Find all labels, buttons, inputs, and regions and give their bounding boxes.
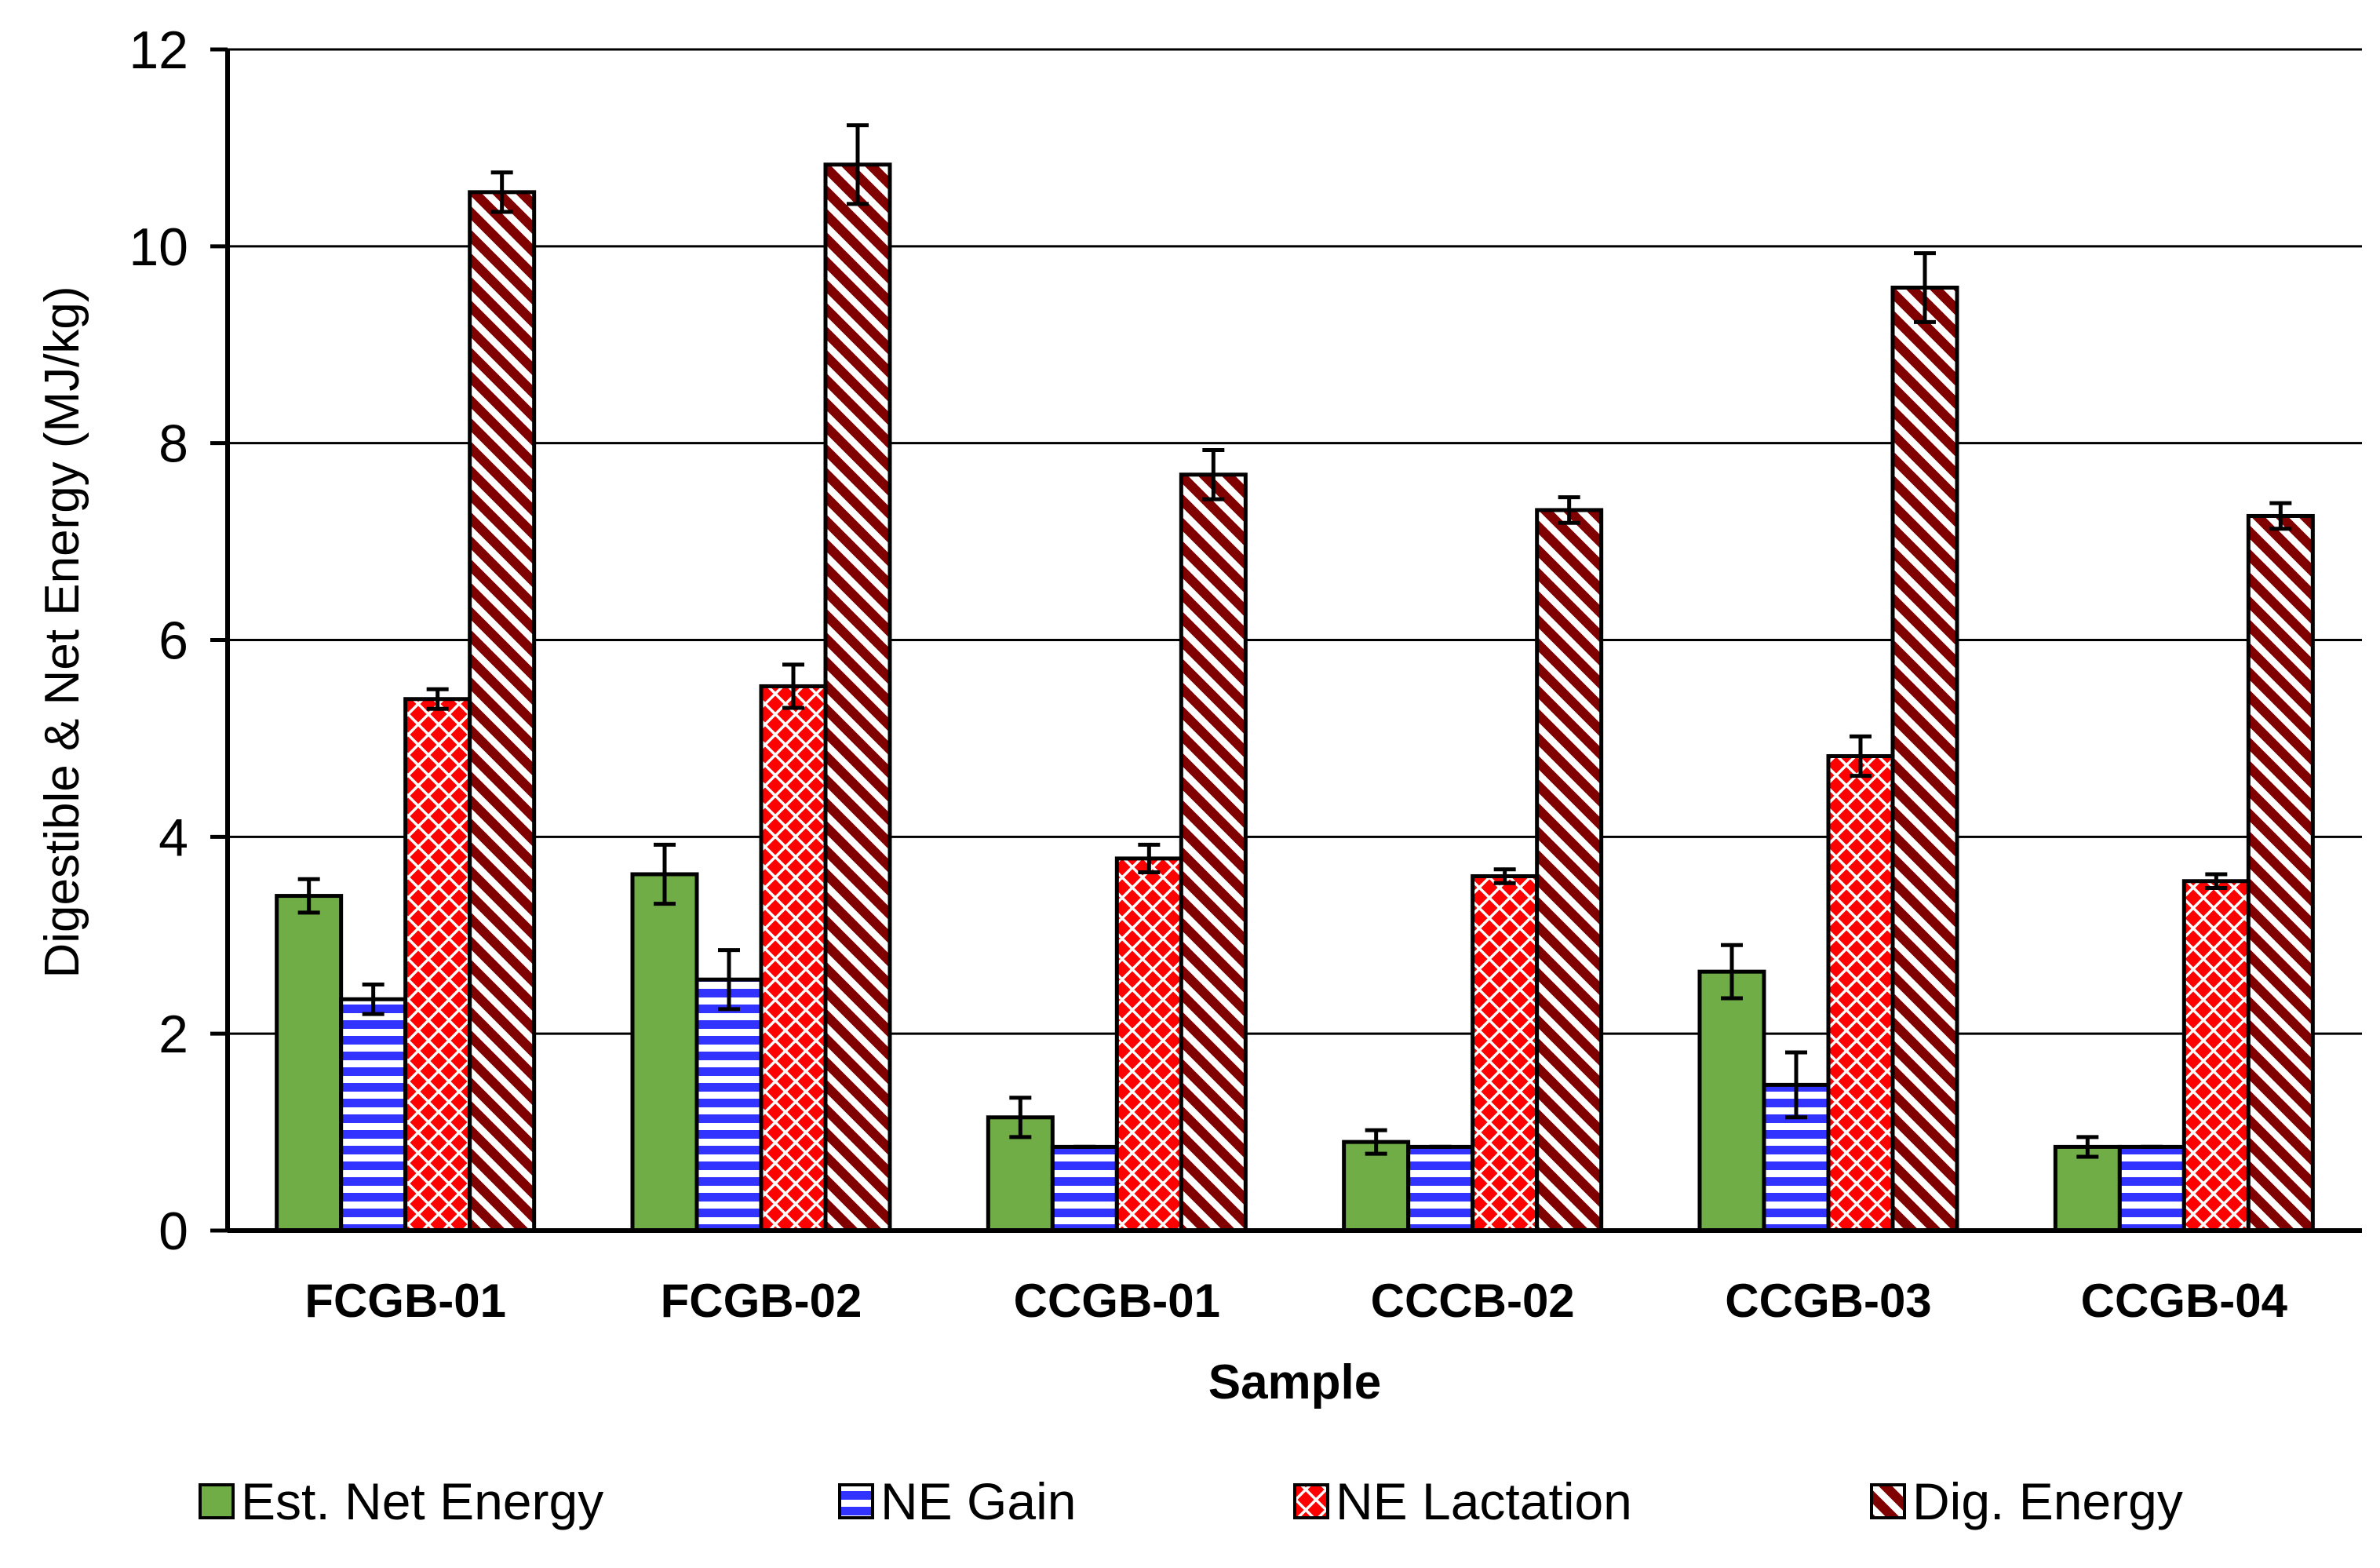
bar-ne-gain-fcgb-02	[694, 977, 764, 1233]
legend-swatch	[1293, 1483, 1329, 1519]
bar-ne-lactation-cccb-02	[1471, 874, 1540, 1233]
error-bar	[426, 687, 449, 711]
x-category-label: CCCB-02	[1371, 1274, 1575, 1327]
bar-ne-lactation-ccgb-01	[1114, 856, 1183, 1233]
x-category-label: FCGB-02	[661, 1274, 862, 1327]
legend-swatch	[1870, 1483, 1906, 1519]
bar-est-net-energy-ccgb-03	[1697, 969, 1766, 1233]
bar-dig-energy-ccgb-03	[1890, 286, 1959, 1233]
error-bar	[1365, 1128, 1387, 1156]
error-bar	[847, 123, 869, 206]
error-bar	[1785, 1050, 1807, 1120]
y-tick-label: 2	[159, 1005, 188, 1064]
legend-swatch	[199, 1483, 235, 1519]
legend-label: NE Gain	[880, 1472, 1076, 1530]
legend-swatch	[838, 1483, 874, 1519]
error-bar	[1202, 447, 1225, 501]
bar-ne-lactation-fcgb-01	[403, 697, 472, 1233]
legend-label: Est. Net Energy	[241, 1472, 603, 1530]
bar-ne-lactation-fcgb-02	[759, 684, 828, 1233]
x-category-label: CCGB-04	[2081, 1274, 2288, 1327]
error-bar	[718, 948, 740, 1012]
gridlines	[228, 48, 2362, 1035]
bar-ne-gain-ccgb-01	[1050, 1144, 1119, 1233]
error-bar	[1558, 495, 1580, 525]
legend-label: Dig. Energy	[1912, 1472, 2183, 1530]
error-bar	[2205, 872, 2228, 891]
bars	[275, 123, 2315, 1233]
error-bar	[490, 170, 513, 214]
error-bar	[1493, 867, 1516, 885]
legend-item: NE Gain	[838, 1472, 1076, 1530]
error-bar	[1138, 842, 1161, 874]
x-axis-title: Sample	[1208, 1355, 1382, 1409]
legend-item: Dig. Energy	[1870, 1472, 2183, 1530]
bar-dig-energy-ccgb-01	[1179, 472, 1248, 1233]
y-tick-label: 4	[159, 808, 188, 867]
axis-labels: 0 2 4 6 8 10 12 FCGB-01 FCGB-02 CCGB-01 CCCB-02 CCG…	[35, 20, 2288, 1409]
error-bar	[1721, 943, 1743, 1001]
bar-est-net-energy-ccgb-04	[2053, 1144, 2122, 1233]
bar-ne-gain-cccb-02	[1406, 1144, 1475, 1233]
y-tick-label: 8	[159, 414, 188, 474]
bar-ne-lactation-ccgb-04	[2181, 879, 2251, 1233]
y-axis-title: Digestible & Net Energy (MJ/kg)	[35, 286, 89, 978]
bar-est-net-energy-fcgb-02	[630, 872, 699, 1233]
error-bar	[1914, 251, 1936, 324]
legend-item: NE Lactation	[1293, 1472, 1632, 1530]
bar-ne-gain-fcgb-01	[339, 997, 408, 1233]
error-bar	[2076, 1135, 2099, 1159]
bar-ne-lactation-ccgb-03	[1826, 753, 1895, 1233]
bar-dig-energy-fcgb-02	[823, 162, 892, 1233]
bar-dig-energy-cccb-02	[1535, 508, 1604, 1233]
error-bar	[1009, 1096, 1032, 1140]
error-bar	[362, 982, 385, 1016]
error-bar	[654, 842, 676, 906]
legend-item: Est. Net Energy	[199, 1472, 603, 1530]
y-tick-label: 6	[159, 611, 188, 671]
error-bar	[297, 877, 320, 915]
y-tick-label: 12	[129, 20, 188, 80]
error-bar	[1850, 734, 1872, 779]
bar-dig-energy-ccgb-04	[2246, 513, 2315, 1233]
legend-label: NE Lactation	[1336, 1472, 1632, 1530]
axes	[210, 47, 2362, 1233]
error-bar	[782, 662, 804, 710]
legend: Est. Net Energy NE Gain NE Lactation Dig. E…	[199, 1472, 2183, 1530]
bar-est-net-energy-fcgb-01	[275, 894, 344, 1233]
x-category-label: CCGB-03	[1725, 1274, 1931, 1327]
y-tick-label: 10	[129, 217, 188, 277]
bar-dig-energy-fcgb-01	[468, 190, 537, 1233]
x-category-label: CCGB-01	[1014, 1274, 1220, 1327]
bar-ne-gain-ccgb-04	[2117, 1144, 2186, 1233]
x-category-label: FCGB-01	[304, 1274, 506, 1327]
y-tick-label: 0	[159, 1202, 188, 1261]
error-bar	[2269, 501, 2292, 531]
